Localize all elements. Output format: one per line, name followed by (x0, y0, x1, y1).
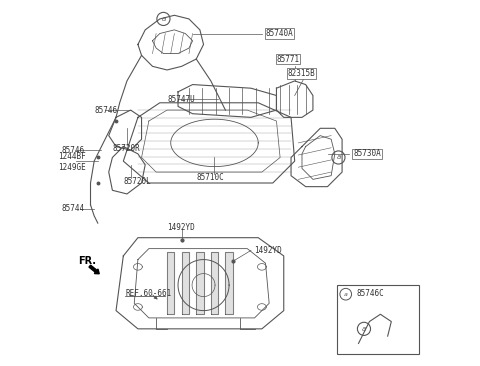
Text: 85740A: 85740A (265, 29, 293, 38)
Text: 85746: 85746 (61, 146, 84, 155)
Polygon shape (167, 252, 174, 314)
Text: 1492YD: 1492YD (167, 223, 195, 232)
Text: 85744: 85744 (61, 204, 84, 213)
FancyArrow shape (89, 265, 99, 274)
Text: a: a (362, 326, 366, 332)
Polygon shape (211, 252, 218, 314)
Text: 1492YD: 1492YD (254, 246, 282, 255)
Polygon shape (181, 252, 189, 314)
Polygon shape (196, 252, 204, 314)
Text: a: a (161, 16, 166, 22)
Text: 85746: 85746 (94, 105, 117, 115)
Text: 85720R: 85720R (112, 144, 140, 153)
Text: 85730A: 85730A (353, 149, 381, 158)
Text: FR.: FR. (78, 256, 96, 266)
Text: a: a (336, 154, 341, 160)
Text: 85747U: 85747U (167, 95, 195, 104)
Text: 1249GE: 1249GE (58, 163, 85, 172)
Text: REF.60-661: REF.60-661 (125, 289, 171, 298)
Text: 82315B: 82315B (288, 69, 315, 78)
Text: 1244BF: 1244BF (58, 152, 85, 161)
Text: 85771: 85771 (276, 55, 300, 64)
Polygon shape (226, 252, 233, 314)
Text: 85720L: 85720L (123, 177, 151, 186)
Text: 85746C: 85746C (357, 289, 384, 298)
Text: 85710C: 85710C (196, 173, 224, 182)
Text: a: a (344, 292, 348, 297)
